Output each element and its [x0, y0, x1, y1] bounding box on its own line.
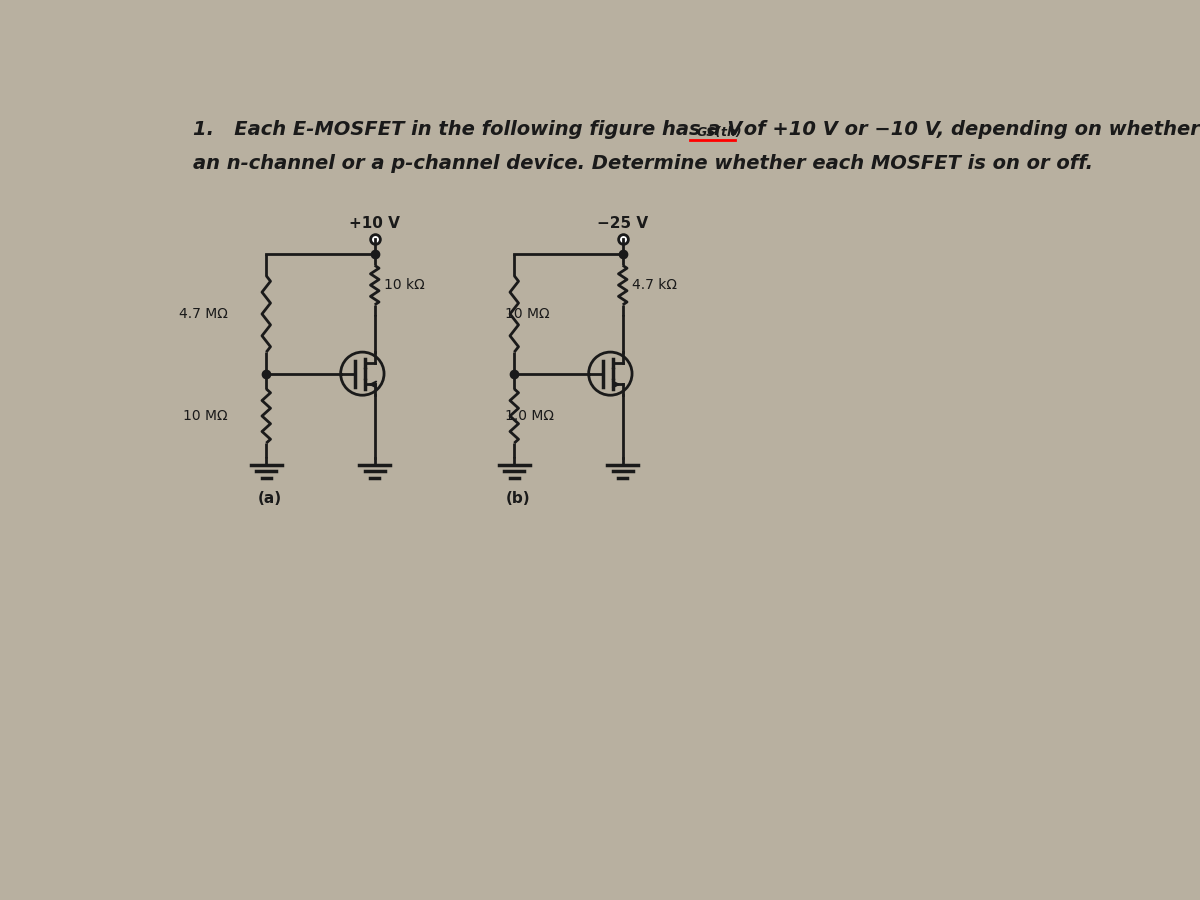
Text: of +10 V or −10 V, depending on whether it is: of +10 V or −10 V, depending on whether …: [738, 120, 1200, 139]
Text: 1.0 MΩ: 1.0 MΩ: [505, 409, 554, 423]
Text: 10 MΩ: 10 MΩ: [505, 307, 550, 321]
Text: an n-channel or a p-channel device. Determine whether each MOSFET is on or off.: an n-channel or a p-channel device. Dete…: [193, 155, 1093, 174]
Text: GS(th): GS(th): [696, 126, 742, 139]
Text: 4.7 MΩ: 4.7 MΩ: [179, 307, 228, 321]
Text: (a): (a): [258, 491, 282, 507]
Text: −25 V: −25 V: [598, 216, 648, 231]
Text: +10 V: +10 V: [349, 216, 400, 231]
Text: 10 MΩ: 10 MΩ: [182, 409, 228, 423]
Text: (b): (b): [506, 491, 530, 507]
Text: 4.7 kΩ: 4.7 kΩ: [632, 278, 677, 293]
Text: 10 kΩ: 10 kΩ: [384, 278, 425, 293]
Text: 1.   Each E-MOSFET in the following figure has a V: 1. Each E-MOSFET in the following figure…: [193, 120, 742, 139]
